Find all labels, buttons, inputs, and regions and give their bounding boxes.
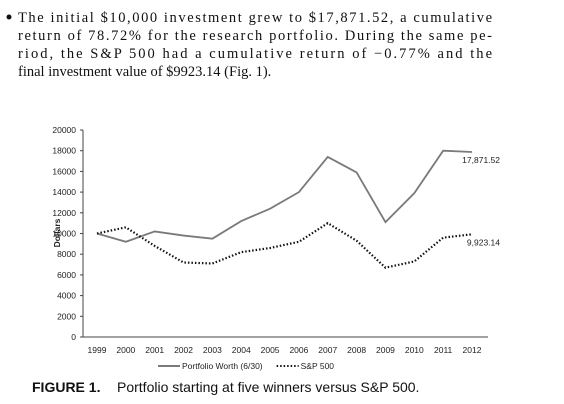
y-tick-label: 4000 [57,291,76,301]
x-tick-label: 2011 [434,345,453,355]
legend-label: S&P 500 [301,361,335,371]
legend-label: Portfolio Worth (6/30) [182,361,263,371]
x-tick-label: 2004 [232,345,251,355]
x-tick-label: 2000 [116,345,135,355]
y-tick-label: 18000 [52,146,76,156]
y-tick-label: 16000 [52,166,76,176]
y-tick-label: 2000 [57,311,76,321]
x-tick-label: 2005 [261,345,280,355]
paragraph-line: final investment value of $9923.14 (Fig.… [18,64,271,80]
y-tick-label: 10000 [52,229,76,239]
figure-caption: Portfolio starting at five winners versu… [117,379,419,395]
series-line [96,149,473,243]
data-label: 17,871.52 [462,155,500,165]
y-tick-label: 0 [71,332,76,342]
series-line [96,221,473,269]
figure-label: FIGURE 1. [32,379,100,395]
x-tick-label: 1999 [88,345,107,355]
x-tick-label: 2006 [289,345,308,355]
paragraph-line: return of 78.72% for the research portfo… [18,28,492,44]
bullet [6,14,12,20]
y-tick-label: 6000 [57,270,76,280]
x-tick-label: 2001 [145,345,164,355]
y-tick-label: 12000 [52,208,76,218]
paragraph-line: riod, the S&P 500 had a cumulative retur… [18,46,492,62]
x-tick-label: 2012 [463,345,482,355]
x-tick-label: 2003 [203,345,222,355]
x-tick-label: 2010 [405,345,424,355]
x-tick-label: 2007 [318,345,337,355]
y-tick-label: 8000 [57,249,76,259]
paragraph-line: The initial $10,000 investment grew to $… [18,10,492,26]
y-tick-label: 14000 [52,187,76,197]
x-tick-label: 2002 [174,345,193,355]
x-tick-label: 2008 [347,345,366,355]
y-tick-label: 20000 [52,125,76,135]
y-axis-label: Dollars [52,218,62,247]
data-label: 9,923.14 [467,237,500,247]
x-tick-label: 2009 [376,345,395,355]
